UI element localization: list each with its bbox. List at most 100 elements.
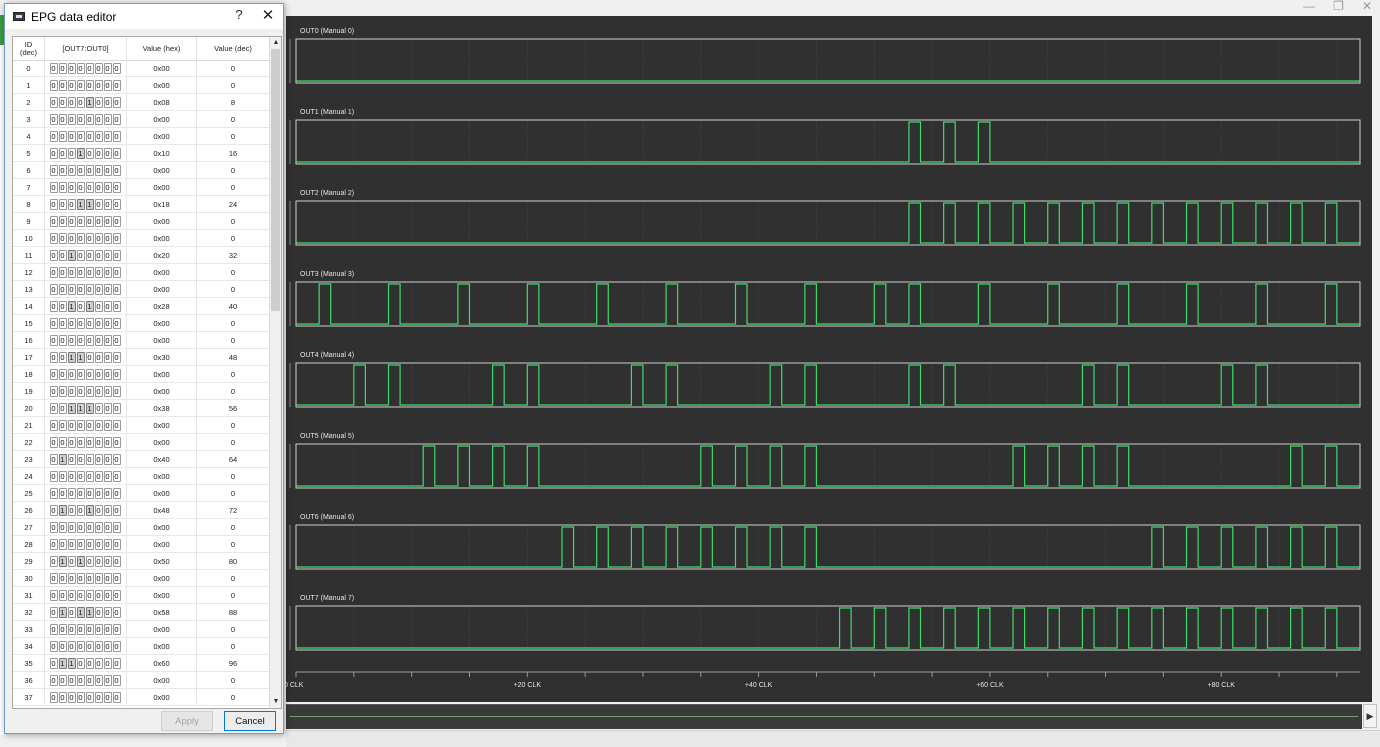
table-row[interactable]: 32 0 1 0 1 1 0 0 0 0x58 88 [13, 604, 269, 621]
bit-toggle-out6[interactable]: 0 [58, 283, 67, 295]
bit-toggle-out2[interactable]: 0 [94, 521, 103, 533]
bit-toggle-out5[interactable]: 1 [67, 249, 76, 261]
bit-toggle-out2[interactable]: 0 [94, 538, 103, 550]
bit-toggle-out5[interactable]: 0 [67, 79, 76, 91]
table-row[interactable]: 9 0 0 0 0 0 0 0 0 0x00 0 [13, 213, 269, 230]
bit-toggle-out1[interactable]: 0 [103, 572, 112, 584]
bit-toggle-out7[interactable]: 0 [49, 266, 58, 278]
window-close-button[interactable]: ✕ [1361, 0, 1372, 13]
row-hex-value[interactable]: 0x00 [127, 519, 197, 535]
row-dec-value[interactable]: 0 [230, 675, 236, 685]
bit-toggle-out7[interactable]: 0 [49, 640, 58, 652]
table-row[interactable]: 30 0 0 0 0 0 0 0 0 0x00 0 [13, 570, 269, 587]
bit-toggle-out7[interactable]: 0 [49, 317, 58, 329]
bit-toggle-out7[interactable]: 0 [49, 555, 58, 567]
bit-toggle-out2[interactable]: 0 [94, 181, 103, 193]
row-dec-value[interactable]: 0 [230, 80, 236, 90]
bit-toggle-out5[interactable]: 0 [67, 113, 76, 125]
bit-toggle-out4[interactable]: 0 [76, 436, 85, 448]
bit-toggle-out5[interactable]: 0 [67, 147, 76, 159]
bit-toggle-out5[interactable]: 0 [67, 623, 76, 635]
table-row[interactable]: 12 0 0 0 0 0 0 0 0 0x00 0 [13, 264, 269, 281]
bit-toggle-out3[interactable]: 1 [85, 300, 94, 312]
table-row[interactable]: 10 0 0 0 0 0 0 0 0 0x00 0 [13, 230, 269, 247]
bit-toggle-out3[interactable]: 0 [85, 419, 94, 431]
bit-toggle-out0[interactable]: 0 [112, 487, 121, 499]
bit-toggle-out0[interactable]: 0 [112, 691, 121, 703]
bit-toggle-out1[interactable]: 0 [103, 215, 112, 227]
row-dec-value[interactable]: 0 [230, 318, 236, 328]
bit-toggle-out1[interactable]: 0 [103, 487, 112, 499]
row-hex-value[interactable]: 0x38 [127, 400, 197, 416]
row-hex-value[interactable]: 0x00 [127, 162, 197, 178]
bit-toggle-out5[interactable]: 0 [67, 589, 76, 601]
bit-toggle-out6[interactable]: 0 [58, 419, 67, 431]
header-hex[interactable]: Value (hex) [127, 37, 197, 60]
bit-toggle-out4[interactable]: 0 [76, 419, 85, 431]
scroll-up-icon[interactable]: ▲ [272, 39, 280, 46]
table-row[interactable]: 1 0 0 0 0 0 0 0 0 0x00 0 [13, 77, 269, 94]
row-hex-value[interactable]: 0x30 [127, 349, 197, 365]
header-bits[interactable]: [OUT7:OUT0] [45, 37, 127, 60]
row-dec-value[interactable]: 0 [230, 471, 236, 481]
bit-toggle-out1[interactable]: 0 [103, 147, 112, 159]
bit-toggle-out6[interactable]: 0 [58, 113, 67, 125]
bit-toggle-out6[interactable]: 0 [58, 487, 67, 499]
bit-toggle-out3[interactable]: 0 [85, 640, 94, 652]
bit-toggle-out1[interactable]: 0 [103, 402, 112, 414]
bit-toggle-out1[interactable]: 0 [103, 657, 112, 669]
row-hex-value[interactable]: 0x00 [127, 638, 197, 654]
row-hex-value[interactable]: 0x58 [127, 604, 197, 620]
bit-toggle-out6[interactable]: 0 [58, 385, 67, 397]
bit-toggle-out4[interactable]: 0 [76, 640, 85, 652]
bit-toggle-out4[interactable]: 0 [76, 113, 85, 125]
row-dec-value[interactable]: 0 [230, 284, 236, 294]
bit-toggle-out4[interactable]: 0 [76, 334, 85, 346]
row-dec-value[interactable]: 56 [228, 403, 238, 413]
bit-toggle-out7[interactable]: 0 [49, 215, 58, 227]
header-id[interactable]: ID (dec) [13, 37, 45, 60]
bit-toggle-out3[interactable]: 0 [85, 130, 94, 142]
bit-toggle-out1[interactable]: 0 [103, 606, 112, 618]
bit-toggle-out3[interactable]: 0 [85, 113, 94, 125]
help-button[interactable]: ? [235, 7, 243, 22]
bit-toggle-out6[interactable]: 0 [58, 96, 67, 108]
table-row[interactable]: 33 0 0 0 0 0 0 0 0 0x00 0 [13, 621, 269, 638]
row-dec-value[interactable]: 0 [230, 692, 236, 702]
bit-toggle-out1[interactable]: 0 [103, 538, 112, 550]
bit-toggle-out2[interactable]: 0 [94, 351, 103, 363]
bit-toggle-out0[interactable]: 0 [112, 623, 121, 635]
bit-toggle-out7[interactable]: 0 [49, 334, 58, 346]
bit-toggle-out6[interactable]: 0 [58, 470, 67, 482]
bit-toggle-out1[interactable]: 0 [103, 266, 112, 278]
row-dec-value[interactable]: 0 [230, 437, 236, 447]
bit-toggle-out0[interactable]: 0 [112, 62, 121, 74]
bit-toggle-out5[interactable]: 0 [67, 674, 76, 686]
bit-toggle-out2[interactable]: 0 [94, 113, 103, 125]
row-hex-value[interactable]: 0x18 [127, 196, 197, 212]
row-hex-value[interactable]: 0x00 [127, 366, 197, 382]
table-row[interactable]: 23 0 1 0 0 0 0 0 0 0x40 64 [13, 451, 269, 468]
bit-toggle-out6[interactable]: 0 [58, 300, 67, 312]
bit-toggle-out4[interactable]: 1 [76, 555, 85, 567]
row-hex-value[interactable]: 0x00 [127, 77, 197, 93]
bit-toggle-out7[interactable]: 0 [49, 623, 58, 635]
bit-toggle-out2[interactable]: 0 [94, 657, 103, 669]
bit-toggle-out5[interactable]: 1 [67, 351, 76, 363]
bit-toggle-out6[interactable]: 0 [58, 130, 67, 142]
bit-toggle-out3[interactable]: 1 [85, 96, 94, 108]
bit-toggle-out2[interactable]: 0 [94, 368, 103, 380]
bit-toggle-out6[interactable]: 0 [58, 436, 67, 448]
bit-toggle-out2[interactable]: 0 [94, 317, 103, 329]
bit-toggle-out3[interactable]: 0 [85, 538, 94, 550]
bit-toggle-out0[interactable]: 0 [112, 181, 121, 193]
bit-toggle-out5[interactable]: 0 [67, 130, 76, 142]
row-dec-value[interactable]: 40 [228, 301, 238, 311]
bit-toggle-out3[interactable]: 0 [85, 453, 94, 465]
bit-toggle-out3[interactable]: 0 [85, 623, 94, 635]
bit-toggle-out0[interactable]: 0 [112, 317, 121, 329]
bit-toggle-out6[interactable]: 1 [58, 555, 67, 567]
row-hex-value[interactable]: 0x00 [127, 179, 197, 195]
row-dec-value[interactable]: 16 [228, 148, 238, 158]
bit-toggle-out2[interactable]: 0 [94, 470, 103, 482]
